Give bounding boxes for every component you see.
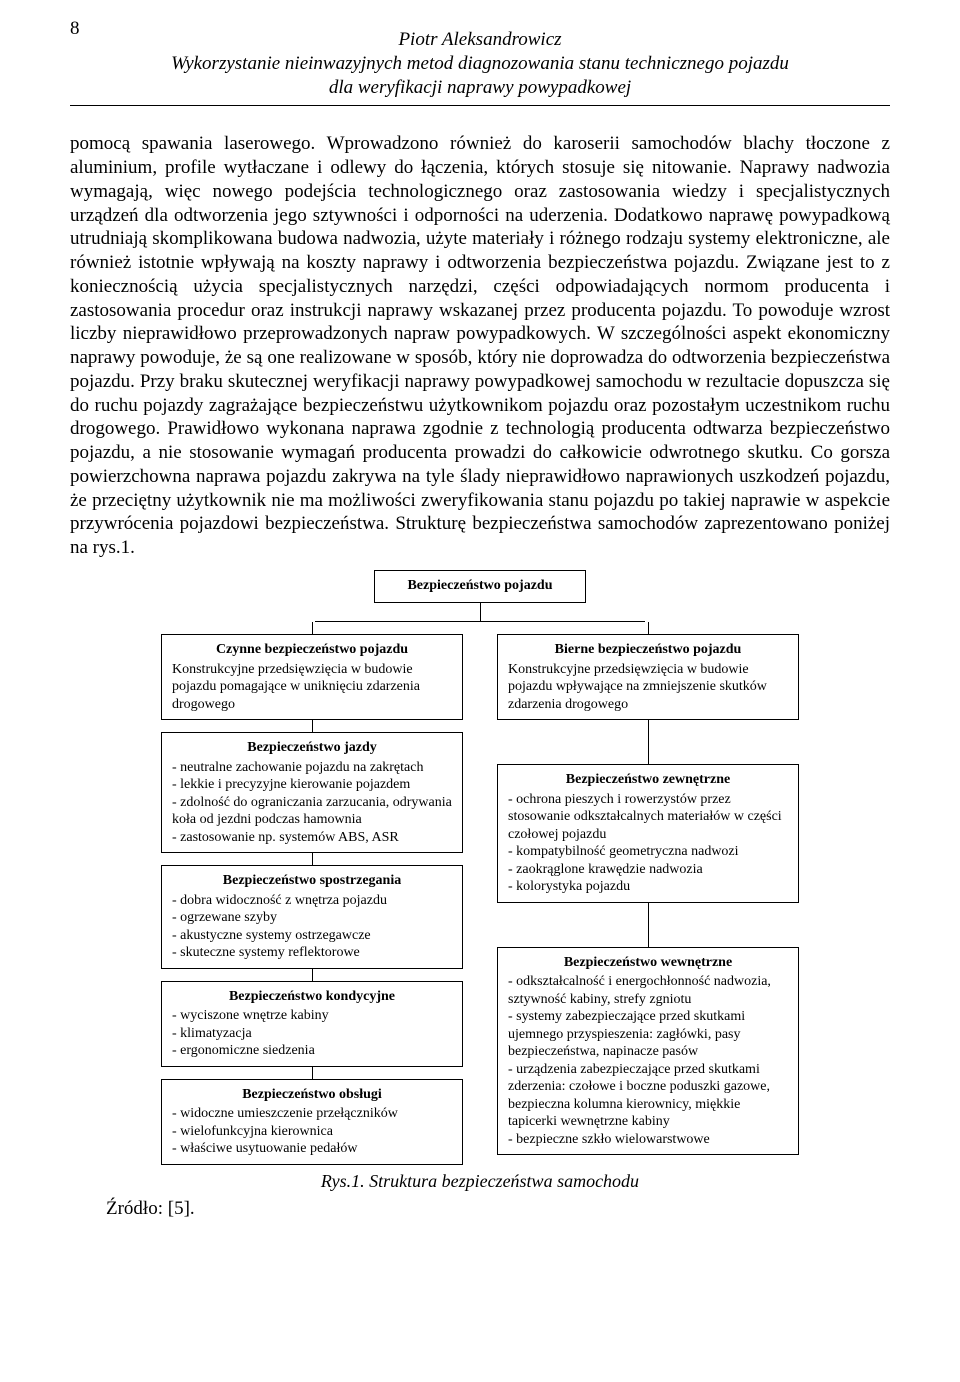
node-title: Bezpieczeństwo obsługi [172, 1086, 452, 1104]
tree-root-node: Bezpieczeństwo pojazdu [374, 570, 586, 604]
node-body: Konstrukcyjne przedsięwzięcia w budowie … [172, 661, 452, 714]
node-body: - neutralne zachowanie pojazdu na zakręt… [172, 759, 452, 847]
node-body: - widoczne umieszczenie przełączników - … [172, 1105, 452, 1158]
tree-connector [312, 853, 313, 865]
figure-tree: Bezpieczeństwo pojazdu Czynne bezpieczeń… [160, 570, 800, 1192]
node-body: - odkształcalność i energochłonność nadw… [508, 973, 788, 1148]
tree-node-active-safety: Czynne bezpieczeństwo pojazdu Konstrukcy… [161, 634, 463, 720]
body-paragraph: pomocą spawania laserowego. Wprowadzono … [70, 132, 890, 560]
tree-connector [312, 1067, 313, 1079]
figure-source: Źródło: [5]. [70, 1198, 890, 1220]
tree-root-title: Bezpieczeństwo pojazdu [385, 577, 575, 595]
figure-caption: Rys.1. Struktura bezpieczeństwa samochod… [160, 1171, 800, 1192]
node-title: Bezpieczeństwo kondycyjne [172, 988, 452, 1006]
node-title: Czynne bezpieczeństwo pojazdu [172, 641, 452, 659]
tree-node-service-safety: Bezpieczeństwo obsługi - widoczne umiesz… [161, 1079, 463, 1165]
tree-connector [648, 622, 649, 634]
node-title: Bezpieczeństwo zewnętrzne [508, 771, 788, 789]
running-head-title-line1: Wykorzystanie nieinwazyjnych metod diagn… [70, 52, 890, 76]
tree-node-driving-safety: Bezpieczeństwo jazdy - neutralne zachowa… [161, 732, 463, 853]
running-head-author: Piotr Aleksandrowicz [70, 28, 890, 52]
node-body: - dobra widoczność z wnętrza pojazdu - o… [172, 892, 452, 962]
node-body: Konstrukcyjne przedsięwzięcia w budowie … [508, 661, 788, 714]
running-head: Piotr Aleksandrowicz Wykorzystanie niein… [70, 28, 890, 99]
running-head-rule [70, 105, 890, 106]
node-body: - wyciszone wnętrze kabiny - klimatyzacj… [172, 1007, 452, 1060]
node-title: Bezpieczeństwo spostrzegania [172, 872, 452, 890]
node-title: Bezpieczeństwo wewnętrzne [508, 954, 788, 972]
tree-connector [312, 969, 313, 981]
tree-connector [648, 903, 649, 947]
node-body: - ochrona pieszych i rowerzystów przez s… [508, 791, 788, 896]
tree-connector [480, 603, 481, 621]
tree-node-internal-safety: Bezpieczeństwo wewnętrzne - odkształcaln… [497, 947, 799, 1156]
tree-connector [312, 622, 313, 634]
tree-node-perception-safety: Bezpieczeństwo spostrzegania - dobra wid… [161, 865, 463, 969]
tree-node-external-safety: Bezpieczeństwo zewnętrzne - ochrona pies… [497, 764, 799, 903]
tree-connector [648, 720, 649, 764]
node-title: Bezpieczeństwo jazdy [172, 739, 452, 757]
running-head-title-line2: dla weryfikacji naprawy powypadkowej [70, 76, 890, 100]
page-number: 8 [70, 18, 80, 40]
node-title: Bierne bezpieczeństwo pojazdu [508, 641, 788, 659]
tree-node-condition-safety: Bezpieczeństwo kondycyjne - wyciszone wn… [161, 981, 463, 1067]
tree-connector [312, 720, 313, 732]
page: 8 Piotr Aleksandrowicz Wykorzystanie nie… [0, 0, 960, 1382]
tree-node-passive-safety: Bierne bezpieczeństwo pojazdu Konstrukcy… [497, 634, 799, 720]
